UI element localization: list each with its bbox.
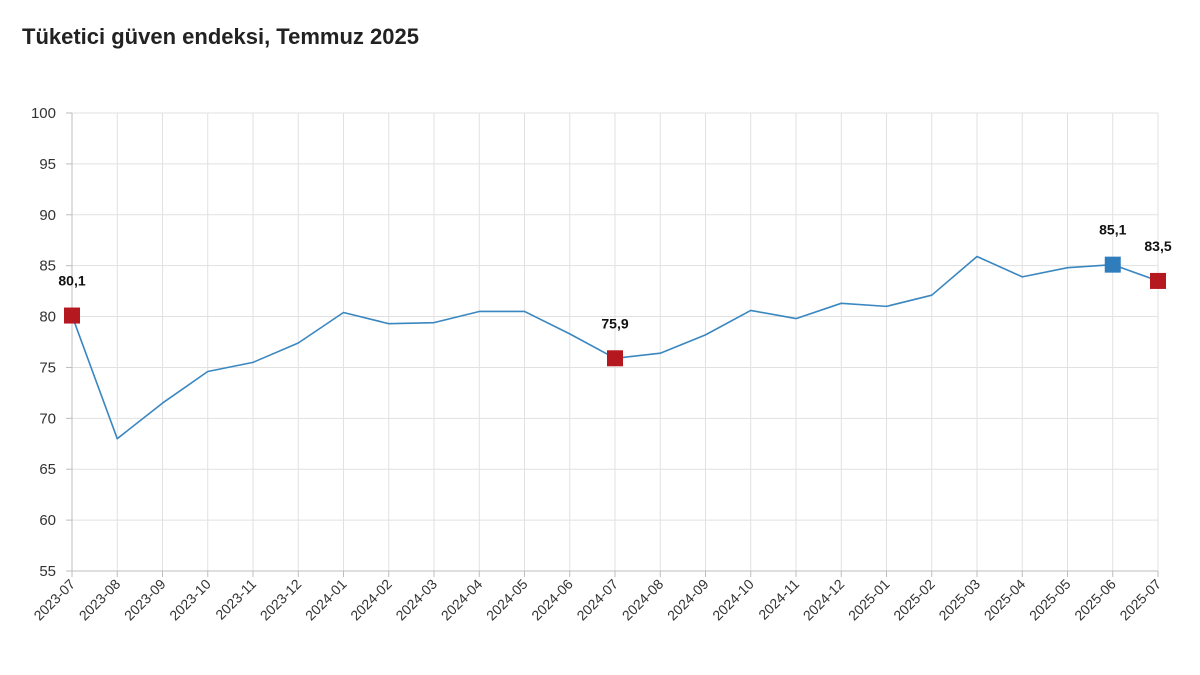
data-point [1065, 265, 1070, 270]
chart-title: Tüketici güven endeksi, Temmuz 2025 [22, 24, 419, 49]
y-tick-label: 80 [39, 309, 56, 326]
highlight-marker [607, 350, 623, 367]
y-tick-label: 55 [39, 563, 56, 580]
highlight-marker [1104, 256, 1121, 273]
y-tick-label: 65 [39, 461, 56, 478]
x-tick-label: 2025-06 [1071, 576, 1119, 624]
data-point [703, 332, 708, 337]
highlight-marker [64, 307, 80, 324]
data-point [477, 309, 482, 314]
y-tick-label: 85 [39, 258, 56, 275]
data-point [296, 341, 301, 346]
data-point [251, 360, 256, 365]
x-tick-label: 2024-06 [528, 576, 576, 624]
x-tick-label: 2024-01 [302, 576, 350, 624]
data-point [205, 369, 210, 374]
x-tick-label: 2024-02 [347, 576, 395, 624]
data-labels: 80,1 75,9 85,1 83,5 [58, 222, 1171, 332]
y-tick-label: 70 [39, 410, 56, 427]
x-tick-label: 2024-03 [392, 576, 440, 624]
axes: 5560657075808590951002023-072023-082023-… [30, 105, 1164, 623]
x-tick-label: 2024-09 [664, 576, 712, 624]
data-point [522, 309, 527, 314]
x-tick-label: 2024-04 [438, 576, 486, 624]
data-point [748, 308, 753, 313]
highlight-marker [1150, 272, 1166, 289]
x-tick-label: 2025-05 [1026, 576, 1074, 624]
x-tick-label: 2023-12 [257, 576, 305, 624]
data-label: 85,1 [1099, 222, 1126, 238]
data-point [839, 301, 844, 306]
data-point [432, 320, 437, 325]
data-point [341, 310, 346, 315]
y-tick-label: 95 [39, 156, 56, 173]
data-point [975, 254, 980, 259]
y-tick-label: 75 [39, 359, 56, 376]
data-point [386, 321, 391, 326]
x-tick-label: 2024-07 [573, 576, 621, 624]
x-tick-label: 2024-12 [800, 576, 848, 624]
x-tick-label: 2025-07 [1116, 576, 1164, 624]
data-label: 75,9 [601, 315, 628, 331]
grid [71, 112, 1159, 572]
x-tick-label: 2024-08 [619, 576, 667, 624]
x-tick-label: 2024-11 [755, 576, 802, 623]
x-tick-label: 2023-09 [121, 576, 169, 624]
data-point [115, 436, 120, 441]
highlight-markers [64, 256, 1166, 367]
x-tick-label: 2025-03 [935, 576, 983, 624]
data-point [929, 293, 934, 298]
data-point [658, 351, 663, 356]
data-point [567, 331, 572, 336]
x-tick-label: 2025-02 [890, 576, 938, 624]
data-point [160, 401, 165, 406]
x-tick-label: 2023-07 [30, 576, 78, 624]
data-point [884, 304, 889, 309]
x-tick-label: 2025-01 [845, 576, 893, 624]
y-tick-label: 90 [39, 207, 56, 224]
x-tick-label: 2023-08 [76, 576, 124, 624]
x-tick-label: 2025-04 [981, 576, 1029, 624]
x-tick-label: 2023-10 [166, 576, 214, 624]
data-label: 80,1 [58, 273, 85, 289]
data-point [1020, 274, 1025, 279]
data-label: 83,5 [1144, 238, 1171, 254]
y-tick-label: 60 [39, 512, 56, 529]
x-tick-label: 2024-05 [483, 576, 531, 624]
y-tick-label: 100 [31, 105, 56, 122]
x-tick-label: 2024-10 [709, 576, 757, 624]
data-point [794, 316, 799, 321]
x-tick-label: 2023-11 [212, 576, 259, 623]
